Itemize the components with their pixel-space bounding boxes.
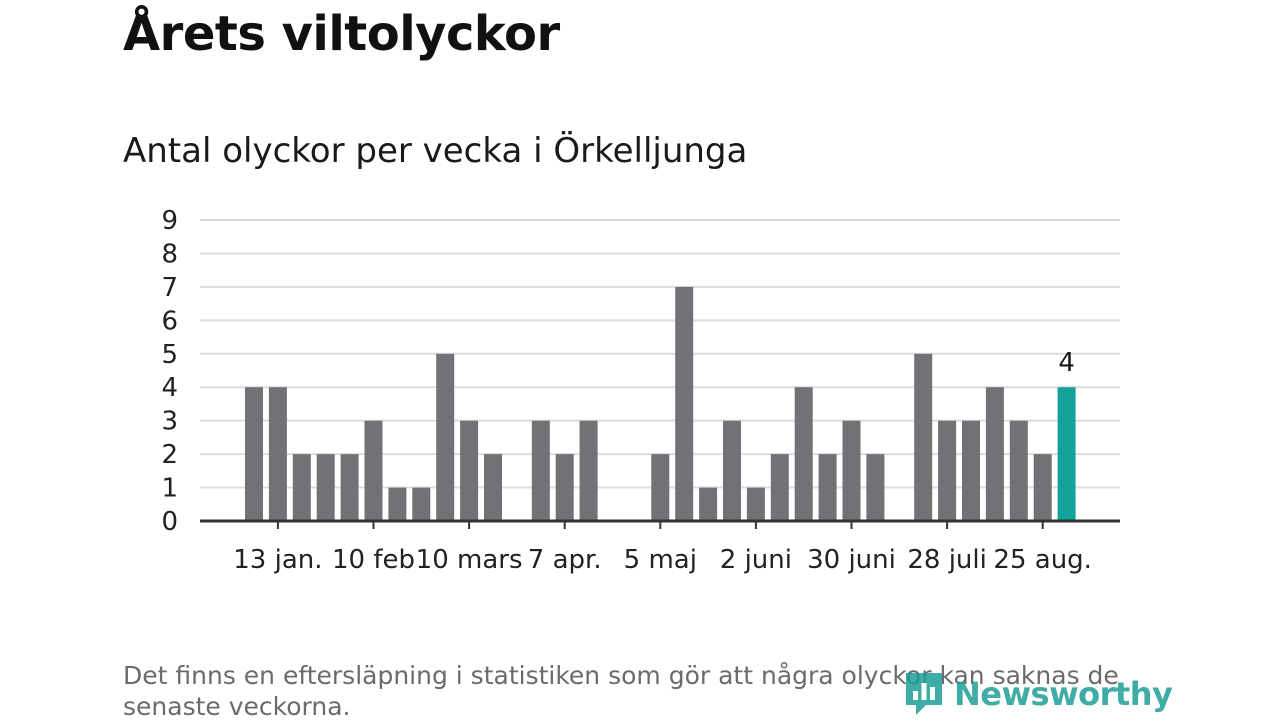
y-tick-label: 2	[161, 440, 178, 470]
x-tick-label: 28 juli	[907, 545, 987, 575]
bar	[316, 454, 335, 521]
bar	[292, 454, 311, 521]
bar	[723, 420, 741, 521]
bar	[818, 454, 837, 521]
bar	[436, 353, 455, 521]
footnote: Det finns en eftersläpning i statistiken…	[123, 661, 1119, 721]
x-axis: 13 jan. 10 feb 10 mars 7 apr. 5 maj 2 juni 30 …	[200, 519, 1120, 575]
bar	[531, 420, 550, 521]
bar	[866, 454, 885, 521]
bar	[579, 420, 598, 521]
newsworthy-logo-icon	[906, 673, 942, 715]
chart-subtitle: Antal olyckor per vecka i Örkelljunga	[123, 131, 748, 171]
bars	[245, 286, 1076, 521]
bar	[938, 420, 957, 521]
y-tick-label: 3	[161, 407, 178, 437]
bar	[914, 353, 933, 521]
bar	[460, 420, 479, 521]
y-tick-label: 6	[161, 306, 178, 336]
x-tick-label: 25 aug.	[993, 545, 1092, 575]
bar	[842, 420, 861, 521]
x-tick-label: 5 maj	[624, 545, 697, 575]
bar	[794, 387, 813, 521]
bar	[675, 286, 694, 521]
x-tick-label: 30 juni	[807, 545, 896, 575]
brand-logo[interactable]: Newsworthy	[902, 668, 1173, 720]
x-tick-label: 2 juni	[720, 545, 792, 575]
bar	[770, 454, 789, 521]
bar	[699, 487, 718, 521]
x-tick-label: 7 apr.	[528, 545, 602, 575]
y-tick-label: 7	[161, 273, 178, 303]
y-tick-label: 0	[161, 507, 178, 537]
bar	[746, 487, 765, 521]
bar	[1009, 420, 1028, 521]
bar	[484, 454, 502, 521]
bar	[985, 387, 1004, 521]
y-axis-ticks: 01 23 45 67 89	[161, 206, 178, 537]
y-tick-label: 9	[161, 206, 178, 236]
bar	[245, 387, 263, 521]
highlight-bar	[1057, 387, 1076, 521]
bar	[364, 420, 383, 521]
bar	[340, 454, 359, 521]
bar	[412, 487, 431, 521]
y-tick-label: 8	[161, 239, 178, 269]
data-labels: 4	[1058, 348, 1075, 378]
bar	[388, 487, 407, 521]
bar	[962, 420, 980, 521]
data-label: 4	[1058, 348, 1075, 378]
y-tick-label: 5	[161, 340, 178, 370]
bar	[651, 454, 670, 521]
chart-title: Årets viltolyckor	[123, 6, 560, 62]
bar	[268, 387, 287, 521]
x-tick-label: 10 feb	[332, 545, 415, 575]
y-tick-label: 1	[161, 474, 178, 504]
x-tick-label: 13 jan.	[233, 545, 322, 575]
y-tick-label: 4	[161, 373, 178, 403]
brand-name: Newsworthy	[954, 675, 1173, 713]
x-tick-label: 10 mars	[416, 545, 523, 575]
gridlines	[200, 219, 1120, 489]
bar	[1033, 454, 1052, 521]
bar	[555, 454, 574, 521]
